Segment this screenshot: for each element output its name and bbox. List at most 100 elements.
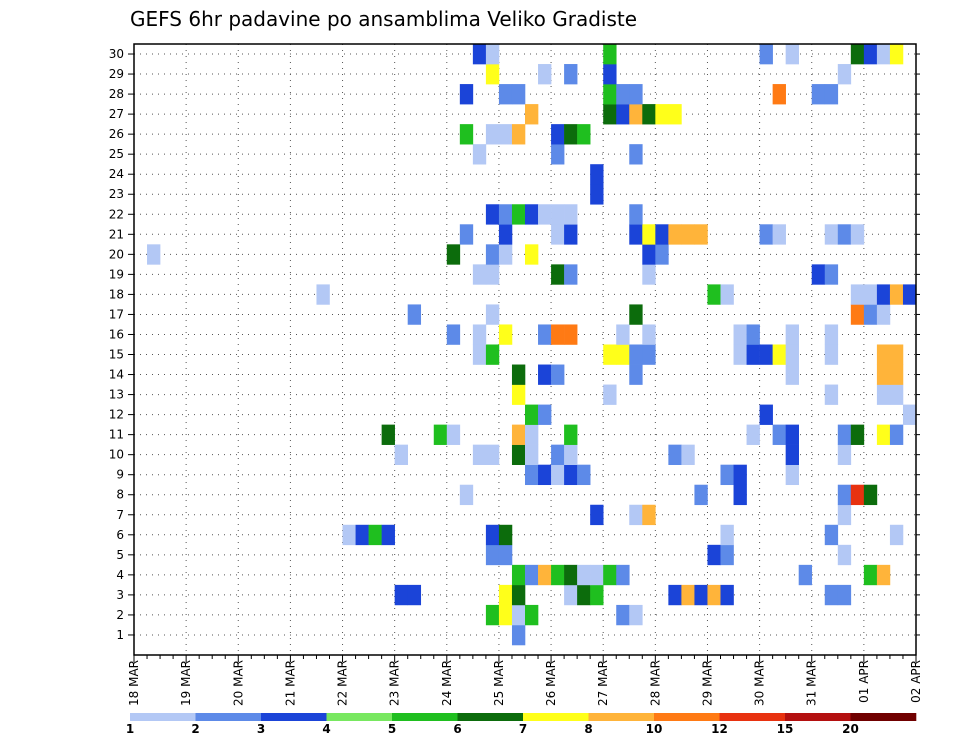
colorbar-label: 3 <box>257 722 265 736</box>
y-tick-label: 13 <box>109 388 124 402</box>
colorbar-swatch <box>785 713 851 721</box>
heatmap-cell <box>824 324 839 345</box>
heatmap-cell <box>603 344 617 365</box>
colorbar-swatch <box>588 713 655 721</box>
x-tick-label: 24 MAR <box>440 660 454 706</box>
heatmap-cell <box>902 404 917 425</box>
heatmap-cell <box>551 124 565 145</box>
heatmap-cell <box>459 124 474 145</box>
heatmap-cell <box>889 284 904 305</box>
heatmap-cell <box>603 84 617 105</box>
y-tick-label: 6 <box>116 528 124 542</box>
heatmap-cell <box>889 524 904 546</box>
heatmap-cell <box>850 44 865 65</box>
y-tick-label: 18 <box>109 287 124 301</box>
y-tick-label: 10 <box>109 448 124 462</box>
colorbar-label: 12 <box>711 722 728 736</box>
heatmap-cell <box>642 504 656 526</box>
colorbar-swatch <box>261 713 327 721</box>
heatmap-cell <box>759 404 773 425</box>
heatmap-cell <box>707 284 721 305</box>
x-tick-label: 22 MAR <box>336 660 350 706</box>
heatmap-cell <box>538 204 552 225</box>
heatmap-cell <box>511 604 526 626</box>
heatmap-cell <box>889 44 904 65</box>
heatmap-cell <box>616 324 630 345</box>
heatmap-cell <box>498 124 513 145</box>
heatmap-cell <box>837 544 852 566</box>
heatmap-cell <box>485 244 500 265</box>
heatmap-cell <box>564 64 578 85</box>
heatmap-cell <box>381 424 395 445</box>
heatmap-cell <box>811 84 826 105</box>
y-tick-label: 25 <box>109 147 124 161</box>
heatmap-cell <box>551 204 565 225</box>
heatmap-cell <box>433 424 448 445</box>
colorbar-swatch <box>719 713 786 721</box>
heatmap-cell <box>707 584 721 606</box>
heatmap-cell <box>746 424 760 445</box>
heatmap-cell <box>746 344 760 365</box>
x-tick-label: 28 MAR <box>648 660 662 706</box>
heatmap-cell <box>694 484 708 506</box>
heatmap-cell <box>485 444 500 465</box>
heatmap-cell <box>498 584 513 606</box>
heatmap-cell <box>629 604 643 626</box>
heatmap-cell <box>863 284 878 305</box>
heatmap-cell <box>694 224 708 245</box>
heatmap-cell <box>590 184 604 205</box>
x-tick-label: 02 APR <box>909 660 923 703</box>
heatmap-cell <box>538 64 552 85</box>
heatmap-cell <box>616 344 630 365</box>
heatmap-cell <box>616 104 630 125</box>
heatmap-cell <box>525 444 539 465</box>
heatmap-cell <box>785 44 799 65</box>
y-tick-label: 14 <box>109 368 124 382</box>
y-tick-label: 1 <box>116 628 124 642</box>
heatmap-cell <box>876 284 891 305</box>
heatmap-cell <box>394 444 408 465</box>
heatmap-cell <box>785 364 799 385</box>
heatmap-cell <box>564 124 578 145</box>
heatmap-cell <box>525 404 539 425</box>
heatmap-cell <box>498 204 513 225</box>
y-tick-label: 5 <box>116 548 124 562</box>
heatmap-cell <box>733 324 747 345</box>
heatmap-cell <box>472 344 487 365</box>
colorbar-label: 20 <box>842 722 859 736</box>
heatmap-cell <box>564 564 578 586</box>
heatmap-cell <box>498 224 513 245</box>
heatmap-cell <box>446 324 461 345</box>
heatmap-cell <box>629 144 643 165</box>
x-tick-label: 25 MAR <box>492 660 506 706</box>
heatmap-cell <box>642 324 656 345</box>
heatmap-cell <box>525 424 539 445</box>
heatmap-cell <box>355 524 369 546</box>
heatmap-cell <box>485 604 500 626</box>
heatmap-cell <box>459 84 474 105</box>
heatmap-cell <box>511 624 526 646</box>
heatmap-cell <box>525 604 539 626</box>
colorbar-label: 5 <box>388 722 396 736</box>
heatmap-cell <box>785 324 799 345</box>
heatmap-cell <box>498 524 513 546</box>
heatmap-cell <box>511 424 526 445</box>
heatmap-cell <box>889 384 904 405</box>
heatmap-cell <box>485 64 500 85</box>
y-tick-label: 16 <box>109 327 124 341</box>
heatmap-cell <box>876 44 891 65</box>
heatmap-cell <box>485 264 500 285</box>
heatmap-cell <box>720 464 734 486</box>
heatmap-cell <box>394 584 408 606</box>
heatmap-cell <box>564 584 578 606</box>
x-tick-label: 29 MAR <box>700 660 714 706</box>
colorbar-swatch <box>392 713 458 721</box>
heatmap-cell <box>759 44 773 65</box>
heatmap-cell <box>472 144 487 165</box>
heatmap-cell <box>668 104 682 125</box>
heatmap-cell <box>681 224 695 245</box>
heatmap-cell <box>720 584 734 606</box>
heatmap-cell <box>746 324 760 345</box>
heatmap-cell <box>707 544 721 566</box>
y-tick-label: 29 <box>109 67 124 81</box>
